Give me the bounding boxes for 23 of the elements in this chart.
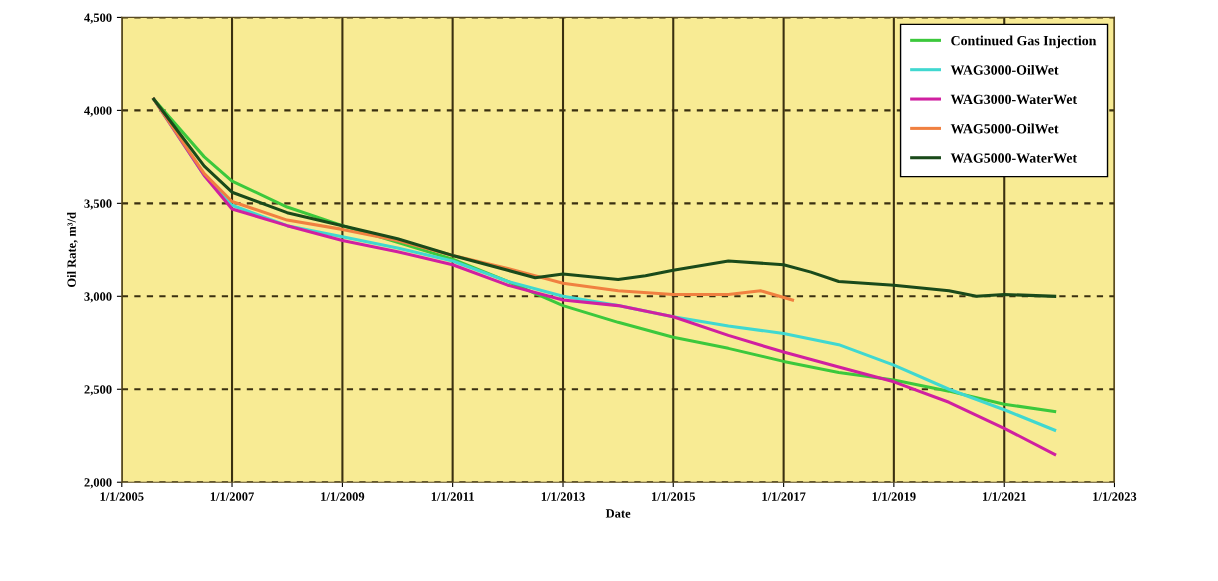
x-tick-label: 1/1/2009: [321, 492, 365, 501]
x-tick-label: 1/1/2017: [762, 492, 806, 501]
y-axis-title: Oil Rate, m³/d: [67, 212, 78, 288]
legend-label: WAG3000-OilWet: [950, 64, 1059, 75]
x-tick-label: 1/1/2011: [431, 492, 474, 501]
x-tick-label: 1/1/2021: [983, 492, 1026, 501]
y-tick-label: 4,500: [84, 13, 112, 24]
x-tick-label: 1/1/2019: [872, 492, 916, 501]
y-tick-label: 4,000: [84, 106, 112, 117]
y-tick-label: 2,500: [84, 385, 112, 396]
legend-label: WAG5000-WaterWet: [950, 153, 1078, 163]
x-tick-label: 1/1/2007: [210, 492, 254, 501]
y-tick-label: 3,000: [84, 292, 112, 303]
x-tick-label: 1/1/2023: [1093, 492, 1137, 501]
legend-label: Continued Gas Injection: [951, 35, 1097, 49]
x-tick-label: 1/1/2015: [652, 492, 696, 501]
x-tick-label: 1/1/2013: [541, 492, 585, 501]
x-tick-label: 1/1/2005: [100, 492, 144, 501]
legend-label: WAG3000-WaterWet: [950, 94, 1078, 105]
y-tick-label: 3,500: [84, 199, 112, 210]
x-axis-title: Date: [605, 509, 631, 518]
y-tick-label: 2,000: [84, 478, 112, 489]
legend-label: WAG5000-OilWet: [950, 123, 1059, 134]
